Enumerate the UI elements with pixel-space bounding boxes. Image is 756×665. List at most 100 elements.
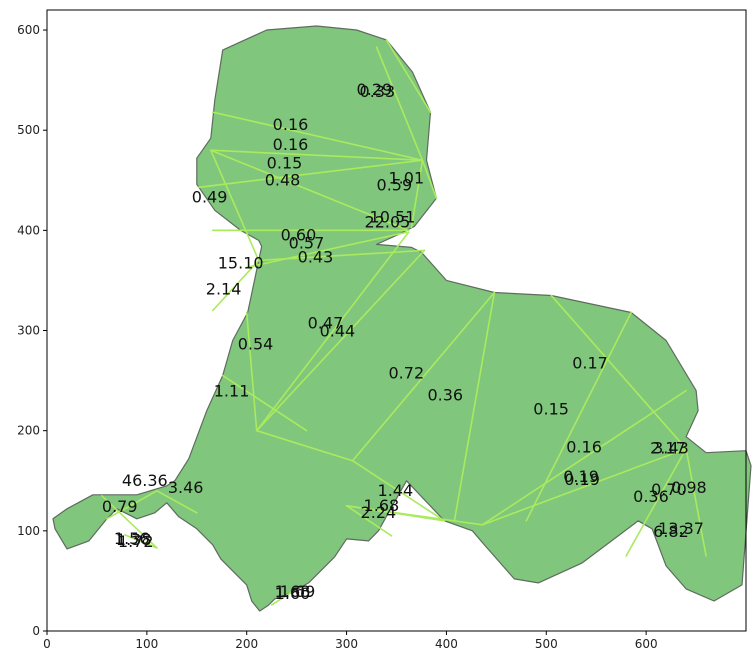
edge-value-label: 1.44 (378, 481, 414, 500)
mesh-edge (270, 592, 292, 606)
mesh-edge (345, 504, 393, 537)
edge-value-label: 0.17 (572, 354, 608, 373)
edge-value-label: 1.38 (116, 530, 152, 549)
mesh-edge (106, 489, 158, 520)
mesh-edge (209, 149, 410, 232)
edge-value-label: 3.46 (168, 478, 204, 497)
edge-value-label: 0.70 (651, 480, 687, 499)
edge-value-label: 0.29 (357, 80, 393, 99)
mesh-edge (255, 249, 426, 432)
mesh-edge (209, 149, 260, 262)
x-tick-label: 400 (435, 637, 458, 651)
mesh-edge (685, 447, 707, 557)
region-layer (52, 25, 752, 612)
edge-value-label: 1.01 (389, 168, 425, 187)
axes-border (46, 9, 747, 632)
edge-value-label: 0.19 (564, 470, 600, 489)
edge-value-label: 0.15 (533, 400, 569, 419)
mesh-edge (421, 159, 438, 200)
x-tick-label: 500 (535, 637, 558, 651)
edge-label-layer: 0.290.330.160.160.150.48 1.010.590.4910.5… (102, 80, 707, 603)
edge-value-label: 6.82 (653, 522, 689, 541)
edge-value-label: 0.72 (389, 364, 425, 383)
mesh-edge (410, 159, 424, 229)
y-tick-label: 500 (17, 123, 40, 137)
edge-value-label: 15.10 (218, 253, 264, 272)
mesh-edge (385, 39, 432, 113)
mesh-edge (257, 249, 426, 262)
edge-value-label: 1.72 (118, 532, 154, 551)
mesh-edge (245, 311, 258, 432)
mesh-edge (375, 46, 424, 162)
mesh-edge (209, 149, 424, 162)
edge-value-label: 2.14 (206, 279, 242, 298)
edge-value-label: 0.47 (308, 314, 344, 333)
edge-value-label: 1.56 (114, 529, 150, 548)
x-tick-label: 200 (235, 637, 258, 651)
x-tick-label: 300 (335, 637, 358, 651)
x-tick-label: 100 (135, 637, 158, 651)
y-tick-label: 0 (32, 624, 40, 638)
edge-value-label: 2.24 (361, 503, 397, 522)
mesh-edge (255, 231, 410, 432)
y-tick-label: 200 (17, 424, 40, 438)
edge-value-label: 0.16 (273, 135, 309, 154)
edge-value-label: 0.15 (267, 153, 303, 172)
mesh-edge (255, 429, 354, 462)
mesh-edge (221, 374, 308, 432)
mesh-edge (156, 489, 198, 514)
y-axis-ticks: 0 100 200 300 400 500 600 (17, 23, 47, 638)
edge-value-label: 0.49 (192, 187, 228, 206)
edge-value-label: 0.43 (298, 247, 334, 266)
edge-value-label: 0.57 (289, 233, 325, 252)
mesh-edge (124, 534, 158, 549)
x-tick-label: 600 (635, 637, 658, 651)
edge-value-label: 0.54 (238, 335, 274, 354)
mesh-edge (211, 259, 260, 312)
mesh-edge (625, 447, 687, 557)
edge-layer (101, 39, 707, 606)
mesh-edge (453, 291, 496, 522)
edge-value-label: 1.68 (364, 496, 400, 515)
edge-value-label: 0.48 (265, 170, 301, 189)
mesh-edge (211, 111, 424, 162)
y-tick-label: 100 (17, 524, 40, 538)
edge-value-label: 0.79 (102, 497, 138, 516)
axes-frame (46, 9, 747, 632)
edge-value-label: 0.33 (360, 82, 396, 101)
x-axis-ticks: 0 100 200 300 400 500 600 (43, 631, 658, 651)
edge-value-label: 1.11 (214, 382, 250, 401)
mesh-edge (525, 311, 632, 522)
edge-value-label: 1.60 (275, 584, 311, 603)
edge-value-label: 0.19 (563, 467, 599, 486)
edge-value-label: 3.43 (653, 439, 689, 458)
y-tick-label: 400 (17, 223, 40, 237)
edge-value-label: 0.98 (671, 478, 707, 497)
mesh-edge (101, 494, 158, 549)
x-tick-label: 0 (43, 637, 51, 651)
edge-value-label: 22.05 (365, 212, 411, 231)
mesh-edge (550, 294, 687, 450)
edge-value-label: 13.37 (658, 519, 704, 538)
region-shape (52, 25, 752, 612)
edge-value-label: 0.44 (320, 322, 356, 341)
mesh-edge (345, 504, 484, 526)
mesh-edge (197, 159, 424, 189)
edge-value-label: 0.16 (566, 438, 602, 457)
edge-value-label: 46.36 (122, 471, 168, 490)
edge-value-label: 10.51 (370, 207, 416, 226)
edge-value-label: 0.36 (633, 487, 669, 506)
mesh-edge (245, 231, 408, 269)
mesh-edge (481, 389, 687, 526)
edge-value-label: 0.36 (427, 386, 463, 405)
edge-value-label: 0.16 (273, 115, 309, 134)
mesh-edge (351, 291, 496, 462)
edge-value-label: 1.68 (275, 582, 311, 601)
edge-value-label: 0.59 (377, 175, 413, 194)
mesh-edge (481, 447, 687, 526)
edge-value-label: 0.60 (281, 225, 317, 244)
y-tick-label: 300 (17, 324, 40, 338)
y-tick-label: 600 (17, 23, 40, 37)
edge-value-label: 2.17 (650, 439, 686, 458)
